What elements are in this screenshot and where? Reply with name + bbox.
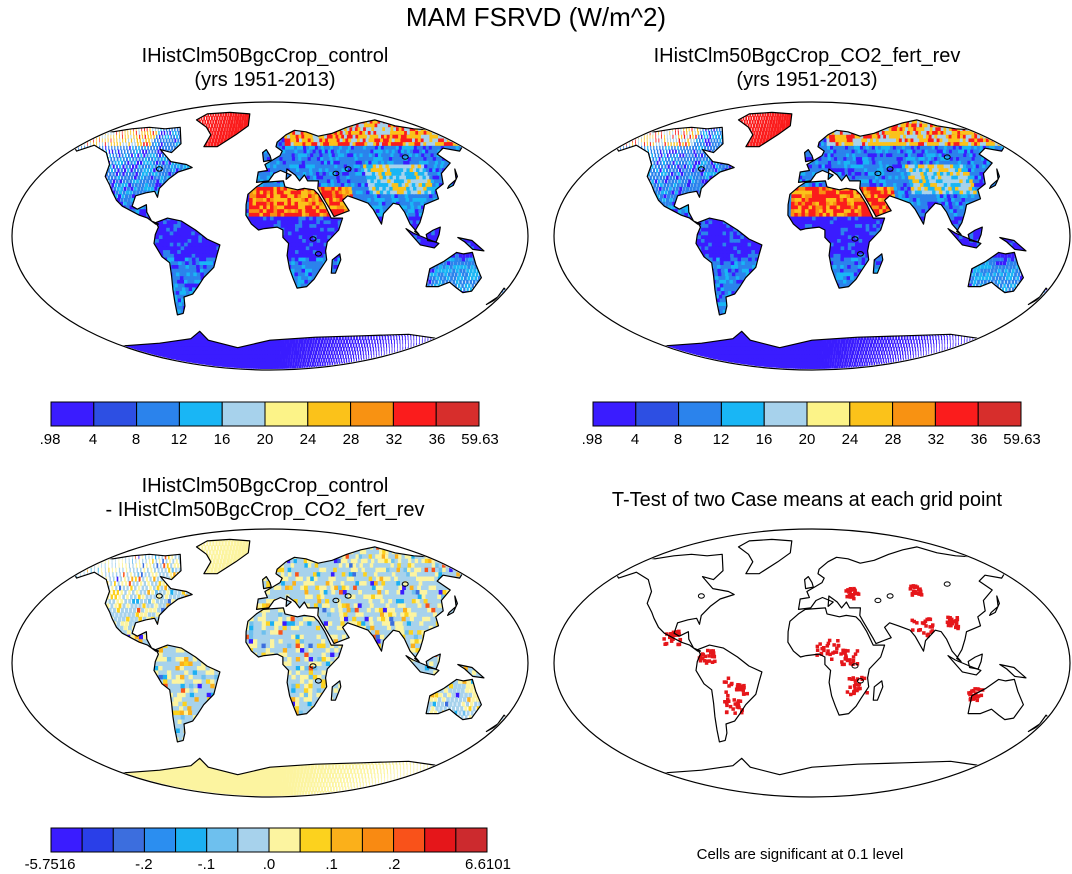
figure-title: MAM FSRVD (W/m^2) bbox=[0, 0, 1072, 34]
colorbar-tick-label: .98 bbox=[582, 431, 603, 448]
colorbar-swatch bbox=[81, 827, 114, 853]
colorbar-tick-label: 20 bbox=[799, 431, 816, 448]
colorbar-tick-label: 6.6101 bbox=[465, 856, 511, 873]
panel-title-ttest: T-Test of two Case means at each grid po… bbox=[552, 488, 1062, 512]
panel-title-diff: IHistClm50BgcCrop_control - IHistClm50Bg… bbox=[30, 474, 500, 522]
colorbar-control bbox=[50, 401, 480, 427]
colorbar-swatch bbox=[307, 401, 352, 427]
colorbar-tick-label: 4 bbox=[631, 431, 639, 448]
colorbar-swatch bbox=[350, 401, 394, 427]
colorbar-swatch bbox=[136, 401, 180, 427]
colorbar-tick-label: 24 bbox=[300, 431, 317, 448]
colorbar-swatch bbox=[112, 827, 145, 853]
colorbar-tick-label: 12 bbox=[713, 431, 730, 448]
colorbar-swatch bbox=[592, 401, 637, 427]
colorbar-tick-label: 8 bbox=[674, 431, 682, 448]
colorbar-tick-label: .2 bbox=[388, 856, 401, 873]
colorbar-tick-label: -.2 bbox=[135, 856, 153, 873]
panel-title-ttest-line1: T-Test of two Case means at each grid po… bbox=[552, 488, 1062, 512]
colorbar-swatch bbox=[635, 401, 680, 427]
colorbar-tick-label: 59.63 bbox=[1003, 431, 1041, 448]
colorbar-swatch bbox=[93, 401, 138, 427]
colorbar-tick-label: 20 bbox=[257, 431, 274, 448]
colorbar-swatch bbox=[806, 401, 851, 427]
colorbar-tick-label: -5.7516 bbox=[25, 856, 76, 873]
colorbar-swatch bbox=[143, 827, 177, 853]
colorbar-tick-label: .98 bbox=[40, 431, 61, 448]
panel-title-co2: IHistClm50BgcCrop_CO2_fert_rev (yrs 1951… bbox=[572, 44, 1042, 92]
colorbar-swatch bbox=[977, 401, 1022, 427]
colorbar-tick-label: 24 bbox=[842, 431, 859, 448]
colorbar-swatch bbox=[50, 827, 83, 853]
colorbar-tick-label: 28 bbox=[885, 431, 902, 448]
colorbar-swatch bbox=[175, 827, 208, 853]
panel-title-co2-line1: IHistClm50BgcCrop_CO2_fert_rev bbox=[572, 44, 1042, 68]
colorbar-tick-label: 32 bbox=[386, 431, 403, 448]
colorbar-swatch bbox=[720, 401, 765, 427]
colorbar-tick-label: 28 bbox=[343, 431, 360, 448]
colorbar-swatch bbox=[849, 401, 894, 427]
colorbar-swatch bbox=[299, 827, 332, 853]
colorbar-difference-labels: -5.7516 -.2 -.1 .0 .1 .2 6.6101 bbox=[25, 856, 511, 874]
map-co2-fert-rev bbox=[553, 101, 1071, 371]
colorbar-tick-label: 12 bbox=[171, 431, 188, 448]
panel-title-co2-line2: (yrs 1951-2013) bbox=[572, 68, 1042, 92]
colorbar-tick-label: .1 bbox=[325, 856, 338, 873]
colorbar-tick-label: 4 bbox=[89, 431, 97, 448]
map-control bbox=[11, 101, 529, 371]
colorbar-tick-label: 8 bbox=[132, 431, 140, 448]
colorbar-swatch bbox=[393, 827, 426, 853]
colorbar-control-labels: .98 4 8 12 16 20 24 28 32 36 59.63 bbox=[40, 431, 499, 451]
panel-title-control: IHistClm50BgcCrop_control (yrs 1951-2013… bbox=[30, 44, 500, 92]
map-ttest bbox=[553, 528, 1071, 798]
colorbar-swatch bbox=[892, 401, 936, 427]
colorbar-difference bbox=[50, 827, 488, 853]
colorbar-swatch bbox=[206, 827, 239, 853]
colorbar-swatch bbox=[221, 401, 266, 427]
map-difference bbox=[11, 528, 529, 798]
colorbar-swatch bbox=[934, 401, 979, 427]
colorbar-swatch bbox=[424, 827, 457, 853]
colorbar-swatch bbox=[435, 401, 480, 427]
panel-title-control-line1: IHistClm50BgcCrop_control bbox=[30, 44, 500, 68]
colorbar-swatch bbox=[361, 827, 395, 853]
colorbar-swatch bbox=[268, 827, 301, 853]
colorbar-swatch bbox=[330, 827, 363, 853]
panel-title-diff-line2: - IHistClm50BgcCrop_CO2_fert_rev bbox=[30, 498, 500, 522]
colorbar-tick-label: 32 bbox=[928, 431, 945, 448]
colorbar-swatch bbox=[763, 401, 808, 427]
colorbar-tick-label: .0 bbox=[263, 856, 276, 873]
colorbar-tick-label: 16 bbox=[756, 431, 773, 448]
panel-title-control-line2: (yrs 1951-2013) bbox=[30, 68, 500, 92]
colorbar-tick-label: 59.63 bbox=[461, 431, 499, 448]
colorbar-co2 bbox=[592, 401, 1022, 427]
colorbar-tick-label: 16 bbox=[214, 431, 231, 448]
colorbar-swatch bbox=[678, 401, 722, 427]
colorbar-swatch bbox=[455, 827, 488, 853]
colorbar-swatch bbox=[392, 401, 437, 427]
colorbar-swatch bbox=[50, 401, 95, 427]
colorbar-tick-label: -.1 bbox=[198, 856, 216, 873]
panel-title-diff-line1: IHistClm50BgcCrop_control bbox=[30, 474, 500, 498]
colorbar-tick-label: 36 bbox=[971, 431, 988, 448]
colorbar-swatch bbox=[237, 827, 270, 853]
colorbar-tick-label: 36 bbox=[429, 431, 446, 448]
colorbar-swatch bbox=[178, 401, 223, 427]
significance-note: Cells are significant at 0.1 level bbox=[600, 846, 1000, 863]
colorbar-swatch bbox=[264, 401, 309, 427]
colorbar-co2-labels: .98 4 8 12 16 20 24 28 32 36 59.63 bbox=[582, 431, 1041, 451]
